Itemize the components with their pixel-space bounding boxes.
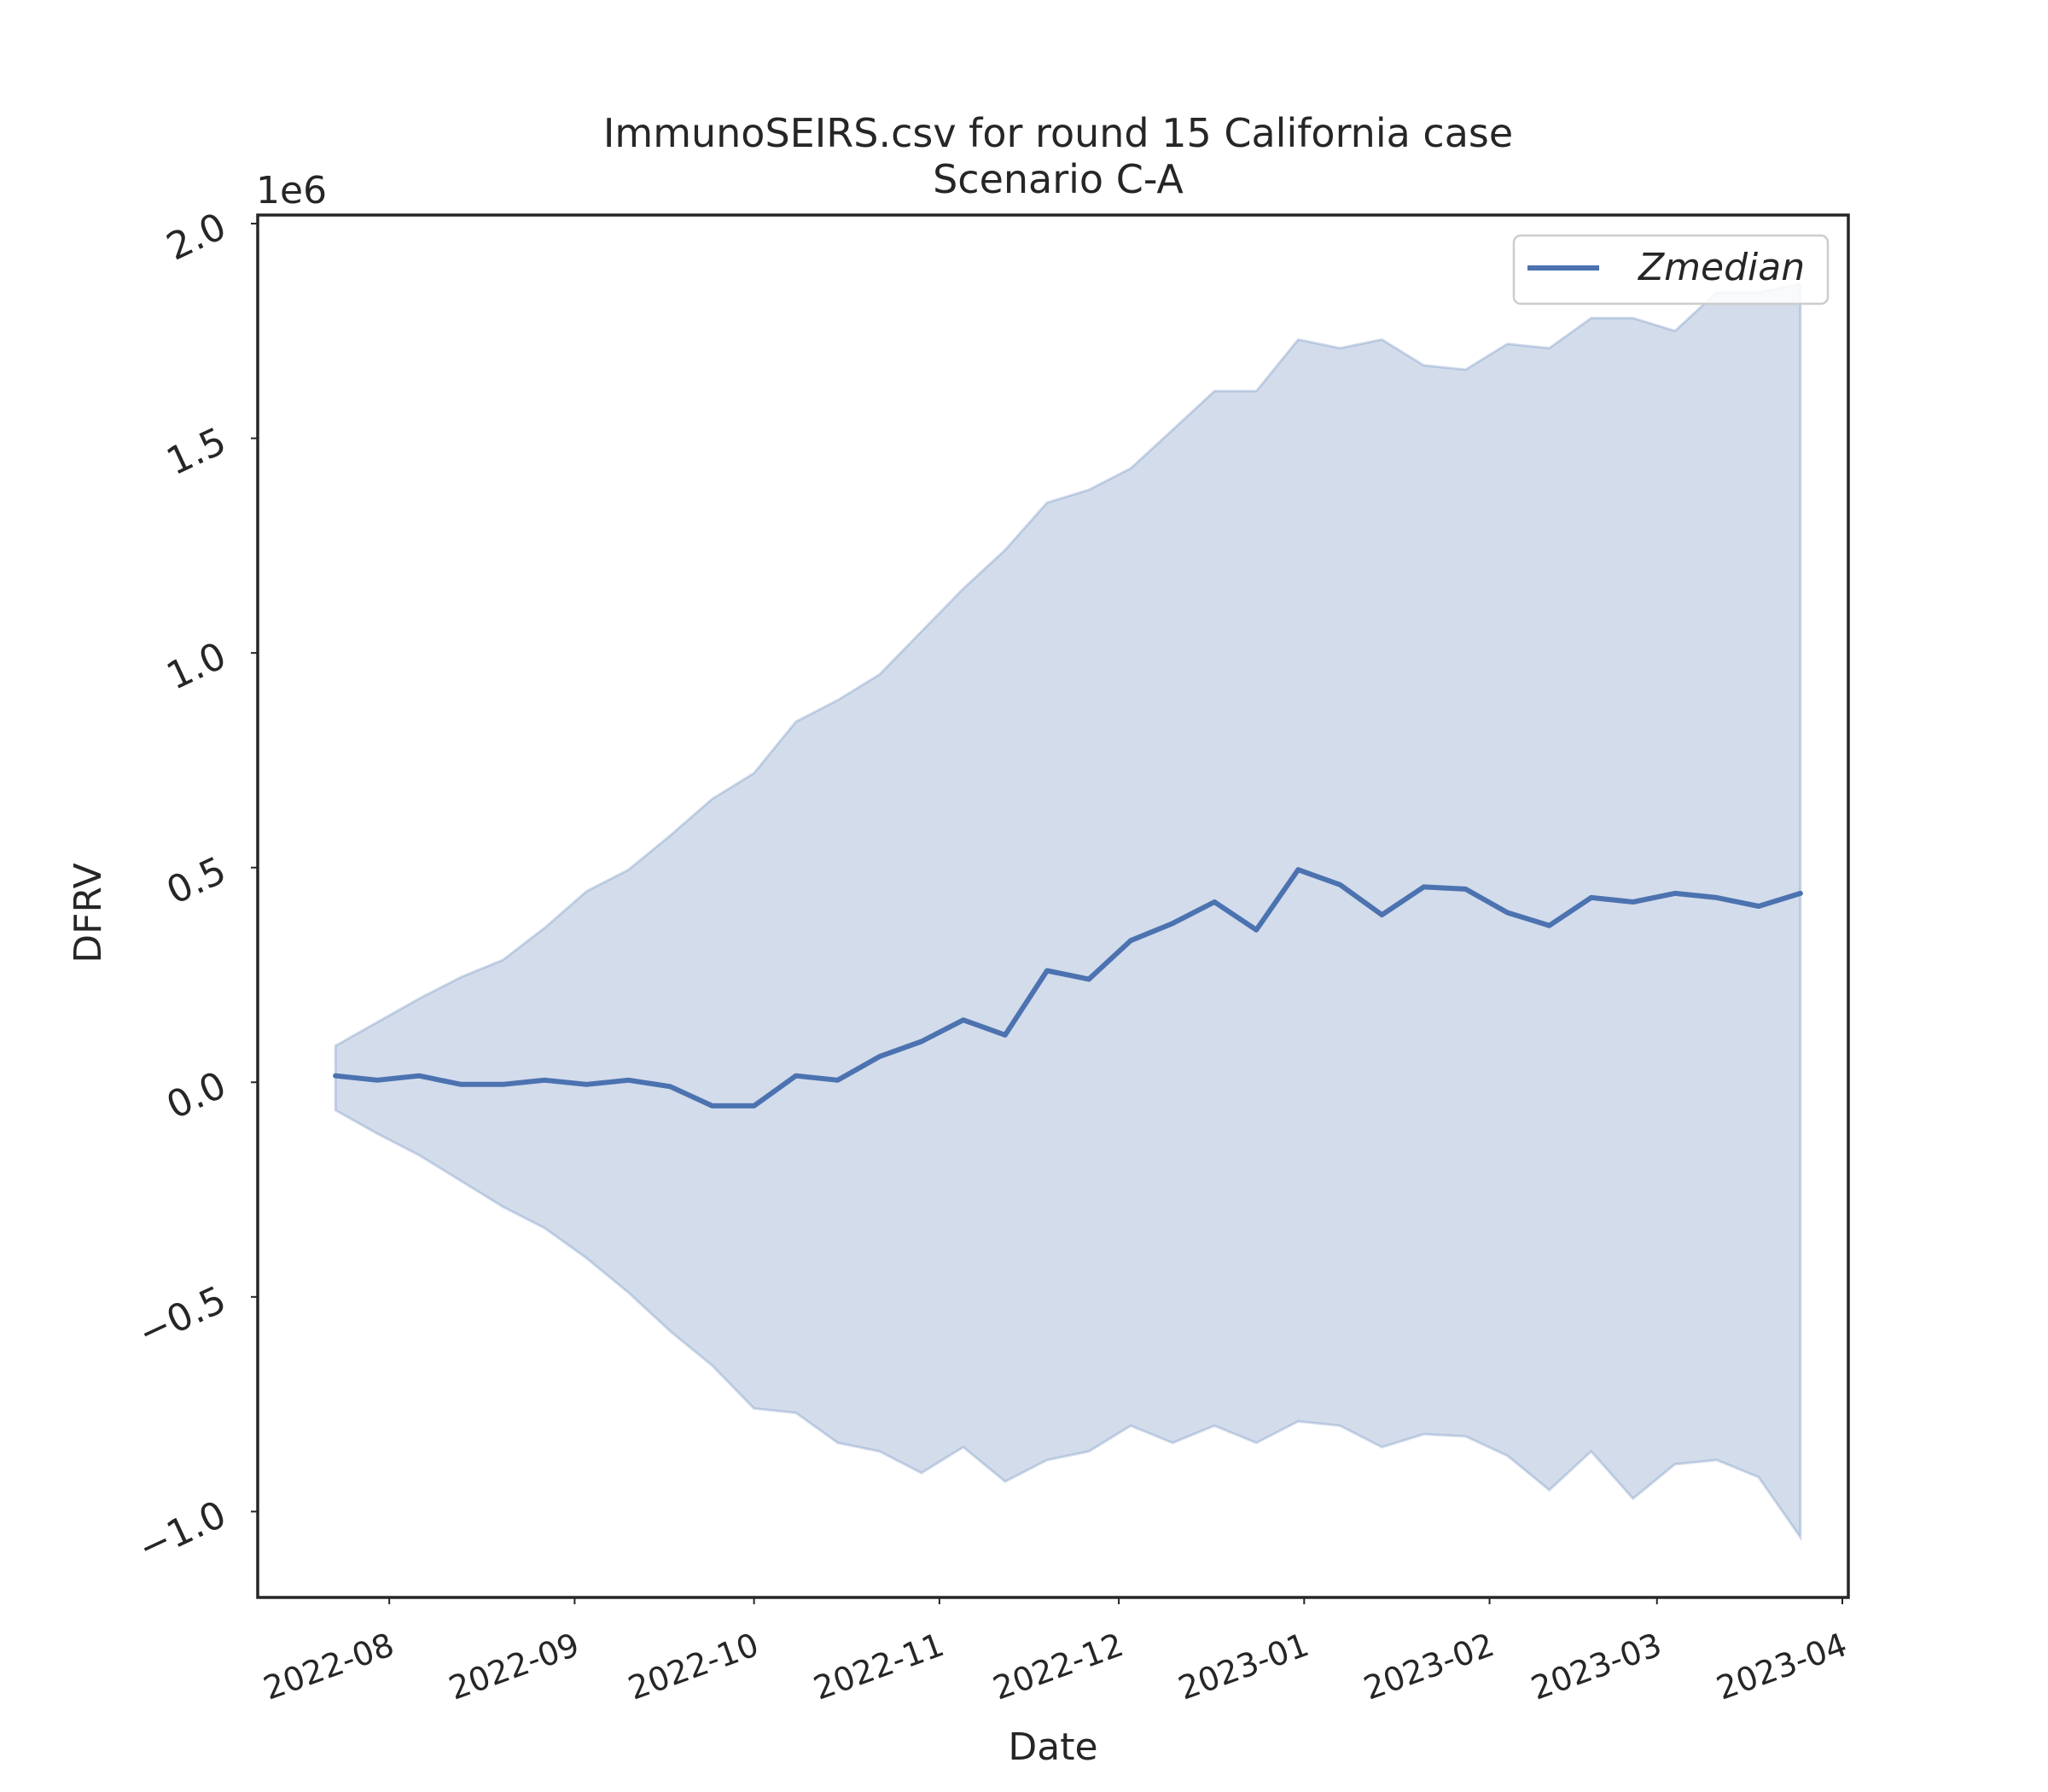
legend-box	[1512, 234, 1830, 305]
legend-label-zmedian: Zmedian	[1638, 246, 1805, 289]
series-line-zmedian	[333, 867, 1803, 1108]
legend: Zmedian	[1512, 234, 1830, 305]
chart-title: ImmunoSEIRS.csv for round 15 California …	[603, 110, 1513, 156]
confidence-band	[334, 282, 1802, 1542]
x-axis-label: Date	[1008, 1725, 1097, 1769]
y-offset-label: 1e6	[256, 169, 327, 212]
y-axis-label: DFRV	[67, 863, 110, 963]
axes-frame	[256, 213, 1850, 1599]
plot-area	[333, 282, 1803, 1542]
chart-subtitle: Scenario C-A	[933, 156, 1184, 202]
